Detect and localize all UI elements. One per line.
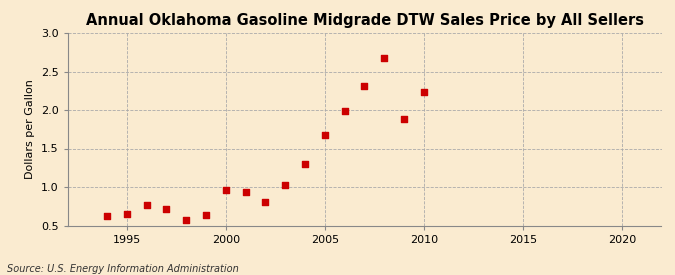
Point (399, 117, 410, 122)
Point (240, 190, 251, 195)
Point (200, 213, 211, 217)
Point (122, 212, 132, 216)
Title: Annual Oklahoma Gasoline Midgrade DTW Sales Price by All Sellers: Annual Oklahoma Gasoline Midgrade DTW Sa… (86, 13, 643, 28)
Point (260, 200, 271, 205)
Text: Source: U.S. Energy Information Administration: Source: U.S. Energy Information Administ… (7, 264, 238, 274)
Point (359, 84, 370, 88)
Point (102, 214, 113, 218)
Point (141, 203, 152, 208)
Y-axis label: Dollars per Gallon: Dollars per Gallon (25, 79, 35, 179)
Point (340, 109, 350, 113)
Point (319, 133, 330, 137)
Point (280, 183, 291, 188)
Point (379, 56, 389, 60)
Point (181, 218, 192, 222)
Point (161, 206, 172, 211)
Point (300, 162, 310, 166)
Point (221, 188, 232, 192)
Point (418, 89, 429, 94)
